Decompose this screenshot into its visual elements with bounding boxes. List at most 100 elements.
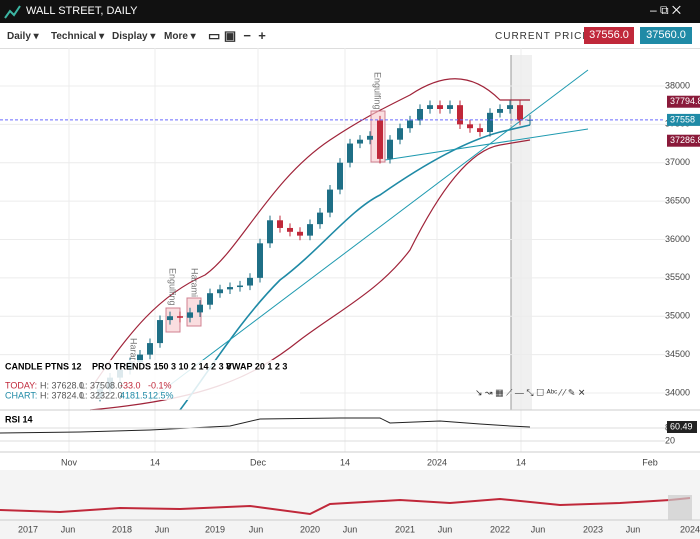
rsi-tick-label: 20 <box>665 435 675 445</box>
pattern-label: Harami <box>190 268 200 297</box>
candle-body <box>167 316 173 321</box>
drawing-tools[interactable]: ↘ ↝ ▦ ⟋ — ⤡ ☐ ᴬᵇᶜ ⁄ ⁄ ✎ ✕ <box>475 387 585 397</box>
price-tag-label: 37558 <box>670 114 695 124</box>
navigator-label: Jun <box>249 524 264 534</box>
today-change: -33.0 <box>120 380 141 390</box>
logo <box>4 5 21 19</box>
candle-body <box>507 105 513 109</box>
candle-body <box>227 287 233 290</box>
menu[interactable]: Technical ▾ <box>51 31 105 42</box>
today-percent: -0.1% <box>148 380 172 390</box>
navigator-label: 2022 <box>490 524 510 534</box>
y-tick-label: 36500 <box>665 195 690 205</box>
today-low: L: 37508.0 <box>80 380 123 390</box>
candle-body <box>307 224 313 236</box>
y-tick-label: 35000 <box>665 311 690 321</box>
upper-band <box>89 78 530 391</box>
chart: 3800037500370003650036000355003500034500… <box>0 48 700 539</box>
y-tick-label: 35500 <box>665 272 690 282</box>
candle-body <box>347 143 353 163</box>
rsi-line <box>0 417 531 434</box>
candle-body <box>427 105 433 109</box>
indicator-name[interactable]: CANDLE PTNS 12 <box>5 361 82 371</box>
date-label: 2024 <box>427 457 447 467</box>
menu[interactable]: More ▾ <box>164 31 196 42</box>
candle-body <box>377 120 383 159</box>
navigator-label: 2024 <box>680 524 700 534</box>
pattern-label: Engulfing <box>168 268 178 306</box>
chart-percent: 12.5% <box>148 390 174 400</box>
title-bar: WALL STREET, DAILY – ⧉ ✕ <box>0 0 700 23</box>
navigator-label: 2023 <box>583 524 603 534</box>
date-label: Nov <box>61 457 78 467</box>
candle-body <box>437 105 443 109</box>
navigator-label: 2019 <box>205 524 225 534</box>
navigator-label: Jun <box>626 524 641 534</box>
date-label: Feb <box>642 457 658 467</box>
candle-body <box>367 135 373 140</box>
candle-body <box>337 162 343 190</box>
candle-body <box>277 220 283 228</box>
navigator-line <box>0 497 691 516</box>
trend-line <box>149 69 589 401</box>
candle-body <box>187 312 193 318</box>
candle-body <box>487 112 493 133</box>
candle-body <box>317 212 323 225</box>
navigator-label: Jun <box>155 524 170 534</box>
candle-body <box>357 139 363 144</box>
candle-body <box>497 109 503 113</box>
price-tag-label: 37794.8 <box>670 96 700 106</box>
chart-change: 4181.5 <box>120 390 148 400</box>
candle-body <box>197 304 203 313</box>
price-tag <box>667 95 700 108</box>
indicator-name[interactable]: PRO TRENDS 150 3 10 2 14 2 3 8 <box>92 361 231 371</box>
current-price-label: CURRENT PRICE: <box>495 31 594 42</box>
navigator-label: Jun <box>438 524 453 534</box>
y-tick-label: 34500 <box>665 349 690 359</box>
sell-price[interactable]: 37556.0 <box>584 27 634 44</box>
menu[interactable]: Display ▾ <box>112 31 156 42</box>
moving-average <box>179 124 531 411</box>
navigator-label: 2020 <box>300 524 320 534</box>
toolbar: Daily ▾ Technical ▾ Display ▾ More ▾ ▭ ▣… <box>0 23 700 49</box>
today-label: TODAY: <box>5 380 37 390</box>
navigator-window[interactable] <box>668 495 692 520</box>
tool-icons[interactable]: ▭ ▣ − + <box>208 28 266 43</box>
pattern-label: Engulfing <box>373 72 383 110</box>
navigator-label: 2017 <box>18 524 38 534</box>
candle-body <box>177 316 183 318</box>
candle-body <box>517 105 523 121</box>
candle-body <box>297 231 303 236</box>
date-label: 14 <box>340 457 350 467</box>
menu[interactable]: Daily ▾ <box>7 31 39 42</box>
candle-body <box>417 109 423 121</box>
y-tick-label: 38000 <box>665 80 690 90</box>
rsi-value: 60.49 <box>670 421 693 431</box>
window-controls[interactable]: – ⧉ ✕ <box>650 3 682 17</box>
buy-price[interactable]: 37560.0 <box>640 27 692 44</box>
navigator-label: 2021 <box>395 524 415 534</box>
window-title: WALL STREET, DAILY <box>26 5 138 17</box>
candle-body <box>327 189 333 213</box>
navigator-label: Jun <box>61 524 76 534</box>
chart-label: CHART: <box>5 390 37 400</box>
price-tag-label: 37286.8 <box>670 135 700 145</box>
candle-body <box>157 320 163 344</box>
navigator-label: 2018 <box>112 524 132 534</box>
rsi-tag <box>667 421 697 433</box>
date-label: 14 <box>150 457 160 467</box>
pattern-label: Harami <box>129 338 139 367</box>
candle-body <box>137 354 143 363</box>
candle-body <box>447 105 453 109</box>
candle-body <box>467 124 473 129</box>
candle-body <box>287 227 293 232</box>
y-tick-label: 34000 <box>665 387 690 397</box>
trend-line <box>384 128 589 161</box>
candle-body <box>407 120 413 129</box>
candle-body <box>147 343 153 355</box>
price-tag <box>667 113 700 126</box>
today-high: H: 37628.0 <box>40 380 84 390</box>
candle-body <box>397 128 403 140</box>
indicator-name[interactable]: VWAP 20 1 2 3 <box>226 361 287 371</box>
